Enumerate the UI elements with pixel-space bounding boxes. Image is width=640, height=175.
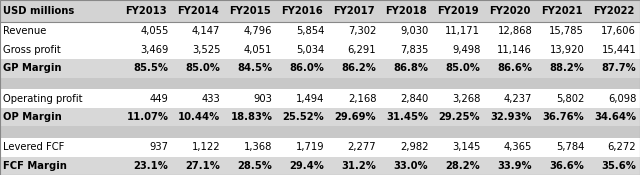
- Text: 11.07%: 11.07%: [127, 112, 168, 122]
- Text: 27.1%: 27.1%: [186, 161, 220, 171]
- Text: FY2022: FY2022: [593, 6, 635, 16]
- Text: 4,237: 4,237: [504, 94, 532, 104]
- Text: FY2019: FY2019: [437, 6, 479, 16]
- Text: 3,268: 3,268: [452, 94, 480, 104]
- Text: 6,291: 6,291: [348, 45, 376, 55]
- Text: 5,784: 5,784: [556, 142, 584, 152]
- Text: FY2016: FY2016: [282, 6, 323, 16]
- Text: 5,034: 5,034: [296, 45, 324, 55]
- Text: FY2021: FY2021: [541, 6, 583, 16]
- Text: 2,840: 2,840: [400, 94, 428, 104]
- Text: 3,525: 3,525: [192, 45, 220, 55]
- Text: 36.6%: 36.6%: [549, 161, 584, 171]
- Text: FY2015: FY2015: [229, 6, 271, 16]
- Text: 937: 937: [150, 142, 168, 152]
- Text: 13,920: 13,920: [550, 45, 584, 55]
- Text: 29.25%: 29.25%: [438, 112, 480, 122]
- Text: 2,168: 2,168: [348, 94, 376, 104]
- Text: 3,145: 3,145: [452, 142, 480, 152]
- Text: 1,719: 1,719: [296, 142, 324, 152]
- Text: 3,469: 3,469: [140, 45, 168, 55]
- Bar: [0, 157, 640, 175]
- Text: 1,368: 1,368: [244, 142, 273, 152]
- Text: 5,854: 5,854: [296, 26, 324, 36]
- Text: FY2017: FY2017: [333, 6, 375, 16]
- Text: 2,277: 2,277: [348, 142, 376, 152]
- Text: 9,498: 9,498: [452, 45, 480, 55]
- Text: FY2018: FY2018: [385, 6, 427, 16]
- Text: FY2013: FY2013: [125, 6, 167, 16]
- Text: 33.9%: 33.9%: [497, 161, 532, 171]
- Text: 4,147: 4,147: [192, 26, 220, 36]
- Text: Operating profit: Operating profit: [3, 94, 83, 104]
- Text: 4,365: 4,365: [504, 142, 532, 152]
- Text: 86.6%: 86.6%: [497, 63, 532, 73]
- Bar: [0, 0, 640, 22]
- Text: 85.0%: 85.0%: [445, 63, 480, 73]
- Text: 15,441: 15,441: [602, 45, 636, 55]
- Text: 17,606: 17,606: [602, 26, 636, 36]
- Text: 85.5%: 85.5%: [134, 63, 168, 73]
- Text: Revenue: Revenue: [3, 26, 47, 36]
- Text: 86.2%: 86.2%: [342, 63, 376, 73]
- Text: 2,982: 2,982: [400, 142, 428, 152]
- Text: 449: 449: [150, 94, 168, 104]
- Text: 85.0%: 85.0%: [186, 63, 220, 73]
- Text: 25.52%: 25.52%: [283, 112, 324, 122]
- Text: 15,785: 15,785: [549, 26, 584, 36]
- Text: FCF Margin: FCF Margin: [3, 161, 67, 171]
- Text: 23.1%: 23.1%: [134, 161, 168, 171]
- Text: 31.2%: 31.2%: [342, 161, 376, 171]
- Text: 433: 433: [202, 94, 220, 104]
- Bar: [0, 108, 640, 126]
- Text: 86.8%: 86.8%: [394, 63, 428, 73]
- Bar: [0, 59, 640, 78]
- Text: 4,055: 4,055: [140, 26, 168, 36]
- Text: 32.93%: 32.93%: [491, 112, 532, 122]
- Text: 6,272: 6,272: [607, 142, 636, 152]
- Text: 36.76%: 36.76%: [543, 112, 584, 122]
- Text: 34.64%: 34.64%: [594, 112, 636, 122]
- Text: 7,835: 7,835: [400, 45, 428, 55]
- Text: 84.5%: 84.5%: [237, 63, 273, 73]
- Text: 5,802: 5,802: [556, 94, 584, 104]
- Text: 9,030: 9,030: [400, 26, 428, 36]
- Text: Levered FCF: Levered FCF: [3, 142, 65, 152]
- Text: 87.7%: 87.7%: [602, 63, 636, 73]
- Text: FY2014: FY2014: [177, 6, 220, 16]
- Text: 4,051: 4,051: [244, 45, 273, 55]
- Text: FY2020: FY2020: [490, 6, 531, 16]
- Text: 11,171: 11,171: [445, 26, 480, 36]
- Text: 31.45%: 31.45%: [386, 112, 428, 122]
- Text: 18.83%: 18.83%: [230, 112, 273, 122]
- Text: 33.0%: 33.0%: [394, 161, 428, 171]
- Text: 6,098: 6,098: [608, 94, 636, 104]
- Text: GP Margin: GP Margin: [3, 63, 61, 73]
- Text: 88.2%: 88.2%: [549, 63, 584, 73]
- Text: Gross profit: Gross profit: [3, 45, 61, 55]
- Text: 1,122: 1,122: [192, 142, 220, 152]
- Text: OP Margin: OP Margin: [3, 112, 62, 122]
- Text: 4,796: 4,796: [244, 26, 273, 36]
- Text: 12,868: 12,868: [497, 26, 532, 36]
- Text: 29.4%: 29.4%: [289, 161, 324, 171]
- Text: 1,494: 1,494: [296, 94, 324, 104]
- Text: 7,302: 7,302: [348, 26, 376, 36]
- Text: 28.2%: 28.2%: [445, 161, 480, 171]
- Bar: [0, 126, 640, 138]
- Text: 11,146: 11,146: [497, 45, 532, 55]
- Bar: [0, 78, 640, 89]
- Text: 86.0%: 86.0%: [289, 63, 324, 73]
- Text: 28.5%: 28.5%: [237, 161, 273, 171]
- Text: 903: 903: [253, 94, 273, 104]
- Text: 29.69%: 29.69%: [335, 112, 376, 122]
- Text: 35.6%: 35.6%: [602, 161, 636, 171]
- Text: 10.44%: 10.44%: [178, 112, 220, 122]
- Text: USD millions: USD millions: [3, 6, 74, 16]
